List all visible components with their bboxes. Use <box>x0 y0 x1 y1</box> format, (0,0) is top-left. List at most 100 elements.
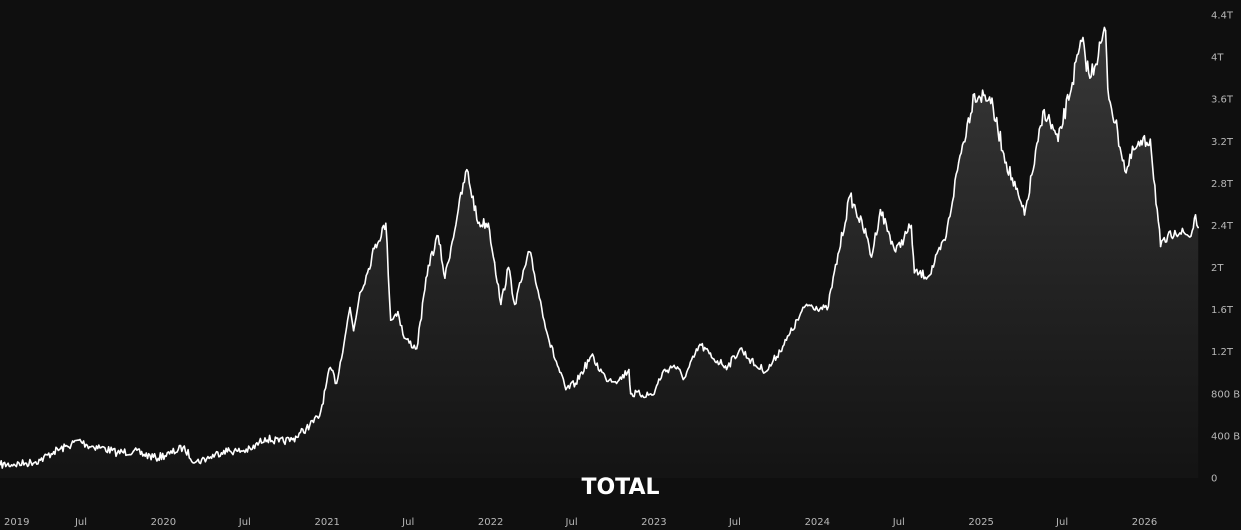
data-point <box>629 393 632 395</box>
data-point <box>155 457 157 459</box>
data-point <box>116 451 119 454</box>
data-point <box>359 292 361 294</box>
data-point <box>1081 40 1083 43</box>
x-tick-label: 2024 <box>805 517 830 528</box>
data-point <box>305 427 308 430</box>
data-point <box>477 222 479 225</box>
data-point <box>618 379 620 381</box>
y-axis[interactable]: 0 400 B 800 B 1.2T 1.6T 2T 2.4T 2.8T 3.2T 3.6T 4T 4… <box>1211 11 1240 485</box>
data-point <box>415 347 418 350</box>
data-point <box>673 364 675 367</box>
data-point <box>100 446 102 449</box>
data-point <box>250 448 252 451</box>
x-tick-label: 2022 <box>478 517 503 528</box>
data-point <box>1149 138 1152 140</box>
data-point <box>236 450 239 453</box>
data-point <box>865 235 868 237</box>
x-axis[interactable]: 2019 Jul 2020 Jul 2021 Jul 2022 Jul 2023 Jul 2024 J… <box>4 517 1157 528</box>
data-point <box>1133 148 1135 151</box>
data-point <box>335 382 338 385</box>
data-point <box>957 161 960 164</box>
x-tick-label: Jul <box>565 517 578 528</box>
data-point <box>487 222 490 225</box>
data-point <box>329 366 332 369</box>
data-point <box>349 306 351 309</box>
data-point <box>403 337 406 339</box>
data-point <box>25 462 28 465</box>
data-point <box>766 369 768 372</box>
data-point <box>0 464 1 466</box>
data-point <box>39 459 42 461</box>
data-point <box>945 235 947 237</box>
data-point <box>879 208 882 211</box>
data-point <box>1057 140 1059 143</box>
data-point <box>826 308 828 311</box>
data-point <box>373 247 376 250</box>
data-point <box>278 440 280 443</box>
data-point <box>13 463 15 466</box>
data-point <box>209 456 212 458</box>
data-point <box>683 377 686 379</box>
series-area-0 <box>0 27 1199 479</box>
data-point <box>785 339 788 342</box>
data-point <box>739 347 742 350</box>
y-tick-label: 1.2T <box>1211 347 1234 358</box>
data-point <box>590 355 593 357</box>
y-tick-label: 3.2T <box>1211 137 1234 148</box>
data-point <box>849 195 851 197</box>
data-point <box>713 358 715 360</box>
x-tick-label: 2023 <box>641 517 666 528</box>
data-point <box>548 340 550 343</box>
data-point <box>457 208 460 211</box>
data-point <box>397 310 399 313</box>
y-tick-label: 400 B <box>1211 431 1240 442</box>
x-tick-label: 2020 <box>151 517 176 528</box>
data-point <box>291 438 294 441</box>
data-point <box>628 368 630 371</box>
y-tick-label: 3.6T <box>1211 95 1234 106</box>
chart-title: TOTAL <box>581 475 660 500</box>
data-point <box>1194 214 1197 216</box>
x-tick-label: Jul <box>1055 517 1068 528</box>
data-point <box>894 251 897 253</box>
y-tick-label: 2.4T <box>1211 221 1234 232</box>
data-point <box>1197 226 1199 229</box>
data-point <box>604 377 607 379</box>
x-tick-label: 2026 <box>1132 517 1157 528</box>
y-tick-label: 2.8T <box>1211 179 1234 190</box>
data-point <box>366 272 369 274</box>
data-point <box>1174 229 1176 232</box>
data-point <box>264 437 266 439</box>
data-point <box>574 382 577 385</box>
series-line-0 <box>0 26 1199 469</box>
data-point <box>132 450 135 453</box>
data-point <box>182 446 184 449</box>
price-area <box>0 27 1199 479</box>
data-point <box>78 439 80 441</box>
data-point <box>444 277 446 279</box>
data-point <box>1089 77 1091 79</box>
data-point <box>755 365 758 368</box>
data-point <box>988 96 991 98</box>
y-tick-label: 0 <box>1211 474 1217 485</box>
data-point <box>66 445 69 448</box>
x-tick-label: 2025 <box>968 517 993 528</box>
x-tick-label: Jul <box>238 517 251 528</box>
data-point <box>513 303 516 306</box>
data-point <box>352 329 355 332</box>
data-point <box>727 365 729 368</box>
data-point <box>1107 87 1109 90</box>
data-point <box>910 224 913 227</box>
data-point <box>437 235 440 237</box>
data-point <box>466 168 468 171</box>
x-tick-label: Jul <box>401 517 414 528</box>
data-point <box>1043 108 1045 111</box>
data-point <box>385 222 387 225</box>
data-point <box>913 272 916 274</box>
data-point <box>699 343 701 346</box>
data-point <box>52 450 55 453</box>
x-tick-label: 2019 <box>4 517 29 528</box>
data-point <box>565 388 567 391</box>
data-point <box>500 303 502 306</box>
